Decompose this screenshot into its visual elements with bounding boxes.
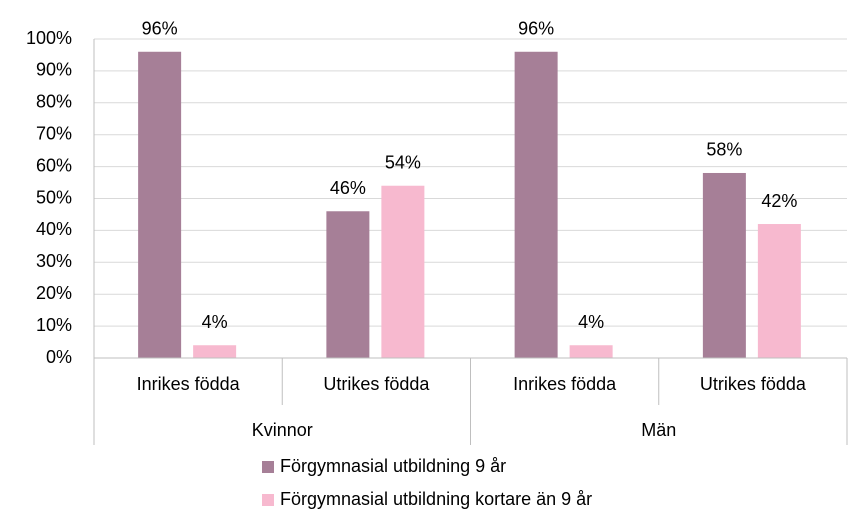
y-tick-label: 20% xyxy=(36,283,72,303)
legend-label: Förgymnasial utbildning 9 år xyxy=(280,456,506,476)
y-tick-label: 80% xyxy=(36,92,72,112)
bar xyxy=(514,51,558,358)
y-tick-label: 10% xyxy=(36,315,72,335)
legend-swatch xyxy=(262,461,274,473)
x-tick-label: Inrikes födda xyxy=(513,374,617,394)
y-tick-label: 30% xyxy=(36,251,72,271)
group-label: Män xyxy=(641,420,676,440)
legend-label: Förgymnasial utbildning kortare än 9 år xyxy=(280,489,592,509)
x-tick-label: Utrikes födda xyxy=(700,374,807,394)
y-tick-label: 50% xyxy=(36,187,72,207)
y-tick-label: 70% xyxy=(36,123,72,143)
bar xyxy=(702,172,746,358)
data-label: 4% xyxy=(202,312,228,332)
data-label: 58% xyxy=(706,140,742,160)
y-tick-label: 40% xyxy=(36,219,72,239)
bar xyxy=(138,51,182,358)
bar xyxy=(381,185,425,358)
y-tick-label: 0% xyxy=(46,347,72,367)
data-label: 96% xyxy=(142,19,178,39)
y-tick-label: 100% xyxy=(26,28,72,48)
data-label: 4% xyxy=(578,312,604,332)
bar xyxy=(193,345,237,358)
y-tick-label: 60% xyxy=(36,155,72,175)
bar xyxy=(569,345,613,358)
x-tick-label: Inrikes födda xyxy=(137,374,241,394)
data-label: 46% xyxy=(330,178,366,198)
data-label: 54% xyxy=(385,152,421,172)
data-label: 42% xyxy=(761,191,797,211)
bar xyxy=(326,211,370,358)
group-label: Kvinnor xyxy=(252,420,313,440)
x-tick-label: Utrikes födda xyxy=(323,374,430,394)
bar xyxy=(757,224,801,358)
y-tick-label: 90% xyxy=(36,60,72,80)
legend-swatch xyxy=(262,494,274,506)
data-label: 96% xyxy=(518,19,554,39)
